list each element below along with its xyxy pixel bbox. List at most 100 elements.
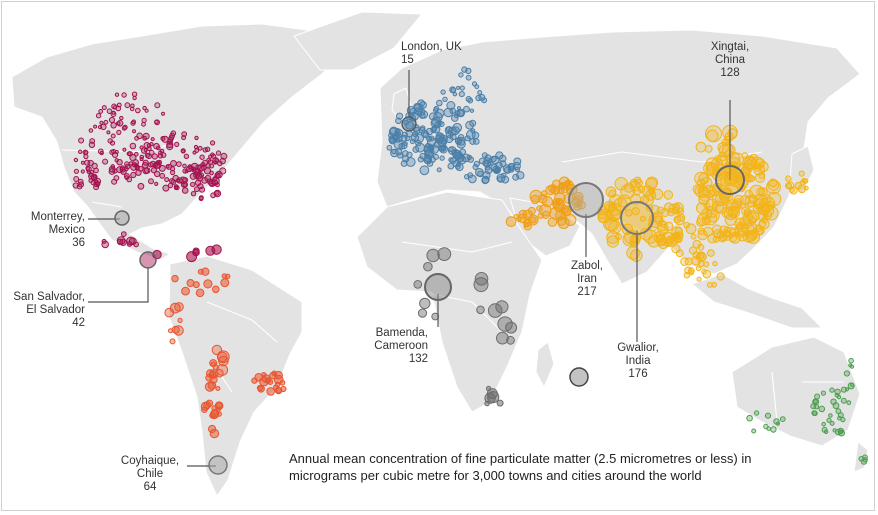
city-circle-north-america	[80, 169, 85, 174]
city-circle-north-america	[129, 142, 137, 150]
city-circle-north-america	[210, 152, 215, 157]
city-circle-oceania	[813, 399, 818, 404]
city-circle-central-south-america	[274, 370, 283, 380]
city-circle-oceania	[830, 398, 837, 405]
city-circle-asia	[641, 185, 653, 197]
city-circle-central-south-america	[254, 373, 264, 382]
city-circle-africa	[413, 280, 423, 289]
city-circle-europe	[512, 173, 520, 181]
city-circle-europe	[449, 107, 456, 115]
city-circle-north-america	[124, 175, 130, 181]
city-circle-central-south-america	[257, 385, 265, 393]
city-circle-middle-east	[554, 202, 565, 213]
city-circle-asia	[629, 240, 637, 248]
city-circle-europe	[439, 144, 448, 154]
city-circle-europe	[465, 67, 472, 75]
city-circle-north-america	[108, 116, 116, 124]
city-circle-asia	[761, 196, 776, 211]
city-circle-middle-east	[523, 222, 532, 231]
city-circle-oceania	[850, 382, 855, 387]
city-circle-north-america	[73, 176, 80, 182]
label-gwalior: Gwalior, India 176	[608, 342, 668, 381]
city-circle-north-america	[174, 141, 180, 147]
city-circle-central-south-america	[215, 406, 221, 413]
label-coyhaique-name: Coyhaique,	[120, 455, 180, 467]
city-circle-europe	[496, 173, 506, 183]
city-circle-asia	[798, 170, 805, 177]
city-circle-north-america	[153, 170, 161, 178]
city-circle-north-america	[194, 148, 200, 154]
city-circle-central-south-america	[171, 325, 180, 334]
label-bamenda-value: 132	[408, 353, 428, 365]
city-circle-north-america	[167, 182, 174, 189]
city-circle-asia	[675, 249, 684, 258]
city-marker-london	[401, 116, 417, 132]
city-circle-north-america	[214, 182, 220, 188]
city-circle-middle-east	[573, 191, 584, 202]
label-zabol-country: Iran	[577, 273, 597, 285]
city-circle-europe	[484, 154, 492, 161]
city-circle-north-america	[124, 163, 131, 170]
map-caption: Annual mean concentration of fine partic…	[289, 451, 752, 483]
city-circle-north-america	[210, 140, 216, 146]
city-circle-oceania	[764, 412, 772, 419]
city-circle-middle-east	[516, 216, 522, 222]
label-london: London, UK 15	[401, 41, 462, 67]
city-circle-europe	[487, 160, 493, 167]
city-circle-asia	[742, 211, 758, 227]
city-circle-asia	[658, 219, 667, 228]
city-circle-europe	[442, 96, 448, 103]
city-circle-north-america	[180, 148, 186, 154]
city-circle-europe	[409, 138, 416, 145]
city-circle-asia	[766, 201, 775, 209]
city-circle-north-america	[73, 157, 79, 163]
city-circle-north-america	[101, 240, 109, 249]
city-circle-middle-east	[564, 180, 574, 190]
city-circle-europe	[471, 131, 480, 140]
city-circle-europe	[467, 156, 475, 163]
landmass-greenland	[293, 11, 424, 71]
city-circle-north-america	[110, 164, 116, 169]
city-circle-europe	[419, 125, 426, 131]
city-circle-asia	[696, 217, 706, 227]
city-circle-north-america	[176, 161, 182, 168]
city-circle-oceania	[840, 397, 847, 404]
city-circle-north-america	[116, 236, 126, 245]
city-circle-asia	[608, 194, 623, 208]
city-circle-asia	[711, 200, 725, 213]
city-circle-europe	[482, 171, 491, 180]
city-circle-north-america	[204, 146, 211, 153]
city-circle-oceania	[766, 426, 772, 431]
city-circle-north-america	[161, 111, 165, 116]
city-circle-asia	[762, 194, 772, 204]
city-circle-europe	[457, 106, 461, 111]
city-circle-asia	[684, 257, 693, 266]
city-circle-europe	[492, 165, 500, 173]
city-circle-north-america	[142, 167, 150, 175]
city-circle-north-america	[78, 149, 83, 155]
city-circle-central-south-america	[209, 412, 216, 419]
city-marker-monterrey	[114, 210, 130, 226]
city-circle-asia	[702, 184, 716, 198]
city-circle-asia	[753, 198, 765, 211]
city-circle-north-america	[124, 102, 131, 109]
city-circle-europe	[516, 171, 525, 180]
city-circle-north-america	[99, 120, 104, 125]
city-circle-asia	[698, 172, 710, 185]
city-circle-europe	[433, 153, 439, 160]
city-circle-asia	[797, 184, 807, 194]
city-circle-central-south-america	[212, 285, 220, 294]
city-circle-north-america	[148, 162, 154, 168]
city-circle-asia	[626, 246, 640, 260]
city-circle-oceania	[829, 387, 835, 393]
city-circle-europe	[395, 117, 402, 125]
city-circle-north-america	[186, 165, 193, 173]
city-circle-africa	[484, 400, 490, 407]
city-circle-north-america	[110, 133, 116, 139]
city-circle-central-south-america	[220, 278, 230, 288]
city-circle-north-america	[203, 167, 212, 175]
city-circle-africa	[497, 316, 513, 332]
city-circle-middle-east	[576, 200, 586, 210]
city-circle-asia	[701, 269, 707, 275]
city-circle-north-america	[130, 103, 135, 109]
